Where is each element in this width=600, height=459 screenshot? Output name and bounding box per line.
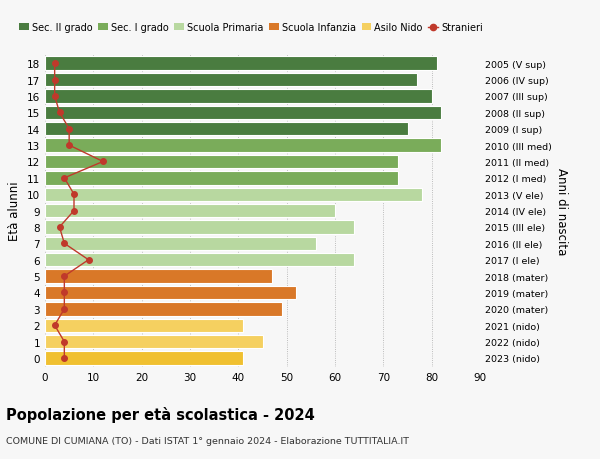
Y-axis label: Anni di nascita: Anni di nascita [556,168,568,255]
Bar [45,57,437,71]
Bar [45,156,398,169]
Bar [45,139,442,152]
Bar [45,319,243,332]
Bar [45,172,398,185]
Legend: Sec. II grado, Sec. I grado, Scuola Primaria, Scuola Infanzia, Asilo Nido, Stran: Sec. II grado, Sec. I grado, Scuola Prim… [15,19,487,37]
Text: COMUNE DI CUMIANA (TO) - Dati ISTAT 1° gennaio 2024 - Elaborazione TUTTITALIA.IT: COMUNE DI CUMIANA (TO) - Dati ISTAT 1° g… [6,436,409,445]
Bar [45,221,355,234]
Bar [45,90,431,103]
Bar [45,286,296,300]
Bar [45,74,417,87]
Bar [45,106,442,120]
Bar [45,204,335,218]
Bar [45,302,282,316]
Bar [45,335,263,348]
Y-axis label: Età alunni: Età alunni [8,181,22,241]
Bar [45,270,272,283]
Text: Popolazione per età scolastica - 2024: Popolazione per età scolastica - 2024 [6,406,315,422]
Bar [45,188,422,202]
Bar [45,237,316,251]
Bar [45,352,243,365]
Bar [45,253,355,267]
Bar [45,123,407,136]
